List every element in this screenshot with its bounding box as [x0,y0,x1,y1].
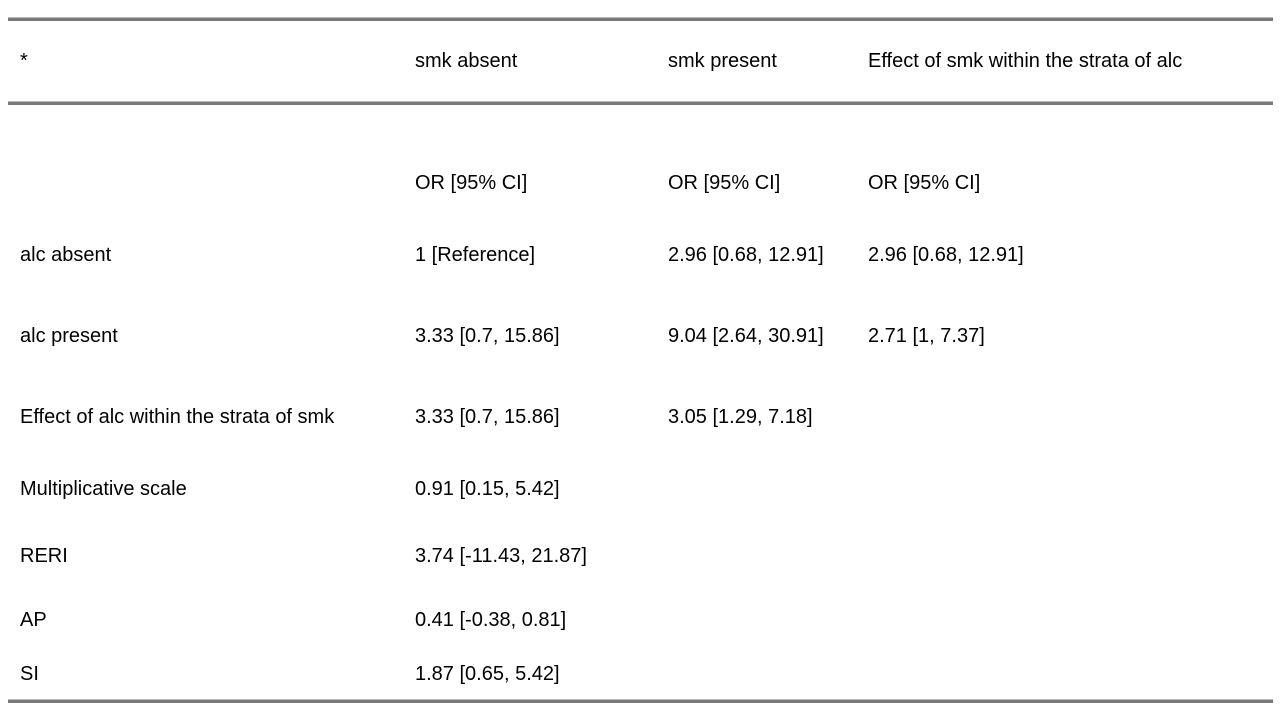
table-cell: 2.71 [1, 7.37] [868,325,985,347]
row-label: RERI [20,545,68,567]
table-cell: OR [95% CI] [668,171,781,194]
table-row: AP 0.41 [-0.38, 0.81] [8,590,1273,650]
table-cell: 1.87 [0.65, 5.42] [415,663,560,685]
table-cell: 2.96 [0.68, 12.91] [668,244,824,266]
header-smk-absent: smk absent [415,49,518,72]
row-label: alc absent [20,244,112,266]
top-margin [8,0,1273,17]
table-row: Multiplicative scale 0.91 [0.15, 5.42] [8,456,1273,523]
table-top-rule [8,17,1273,21]
results-table: * smk absent smk present Effect of smk w… [8,0,1273,703]
table-row: SI 1.87 [0.65, 5.42] [8,650,1273,699]
table-cell: OR [95% CI] [415,171,528,194]
table-cell: 3.33 [0.7, 15.86] [415,325,560,347]
table-cell: 0.41 [-0.38, 0.81] [415,608,567,631]
table-cell: 3.74 [-11.43, 21.87] [415,545,587,567]
header-bottom-rule [8,101,1273,105]
table-row: OR [95% CI] OR [95% CI] OR [95% CI] [8,149,1273,217]
table-cell: 3.05 [1.29, 7.18] [668,406,813,428]
table-cell: 2.96 [0.68, 12.91] [868,244,1024,266]
row-label: AP [20,608,47,631]
row-label: Effect of alc within the strata of smk [20,406,335,428]
header-corner-asterisk: * [20,49,28,72]
table-bottom-rule [8,699,1273,703]
table-row: Effect of alc within the strata of smk 3.… [8,379,1273,456]
row-label: Multiplicative scale [20,478,187,500]
table-row: alc present 3.33 [0.7, 15.86] 9.04 [2.64, … [8,294,1273,379]
header-smk-present: smk present [668,49,777,72]
table-cell: 3.33 [0.7, 15.86] [415,406,560,428]
table-row: RERI 3.74 [-11.43, 21.87] [8,523,1273,590]
table-header-row: * smk absent smk present Effect of smk w… [8,21,1273,101]
header-effect-smk: Effect of smk within the strata of alc [868,49,1183,72]
table-cell: OR [95% CI] [868,171,981,194]
table-cell: 1 [Reference] [415,244,536,266]
table-row: alc absent 1 [Reference] 2.96 [0.68, 12.91… [8,217,1273,294]
table-body: OR [95% CI] OR [95% CI] OR [95% CI] alc abs… [8,149,1273,699]
row-label: SI [20,663,39,685]
table-cell: 0.91 [0.15, 5.42] [415,478,560,500]
table-cell: 9.04 [2.64, 30.91] [668,325,824,347]
row-label: alc present [20,325,118,347]
